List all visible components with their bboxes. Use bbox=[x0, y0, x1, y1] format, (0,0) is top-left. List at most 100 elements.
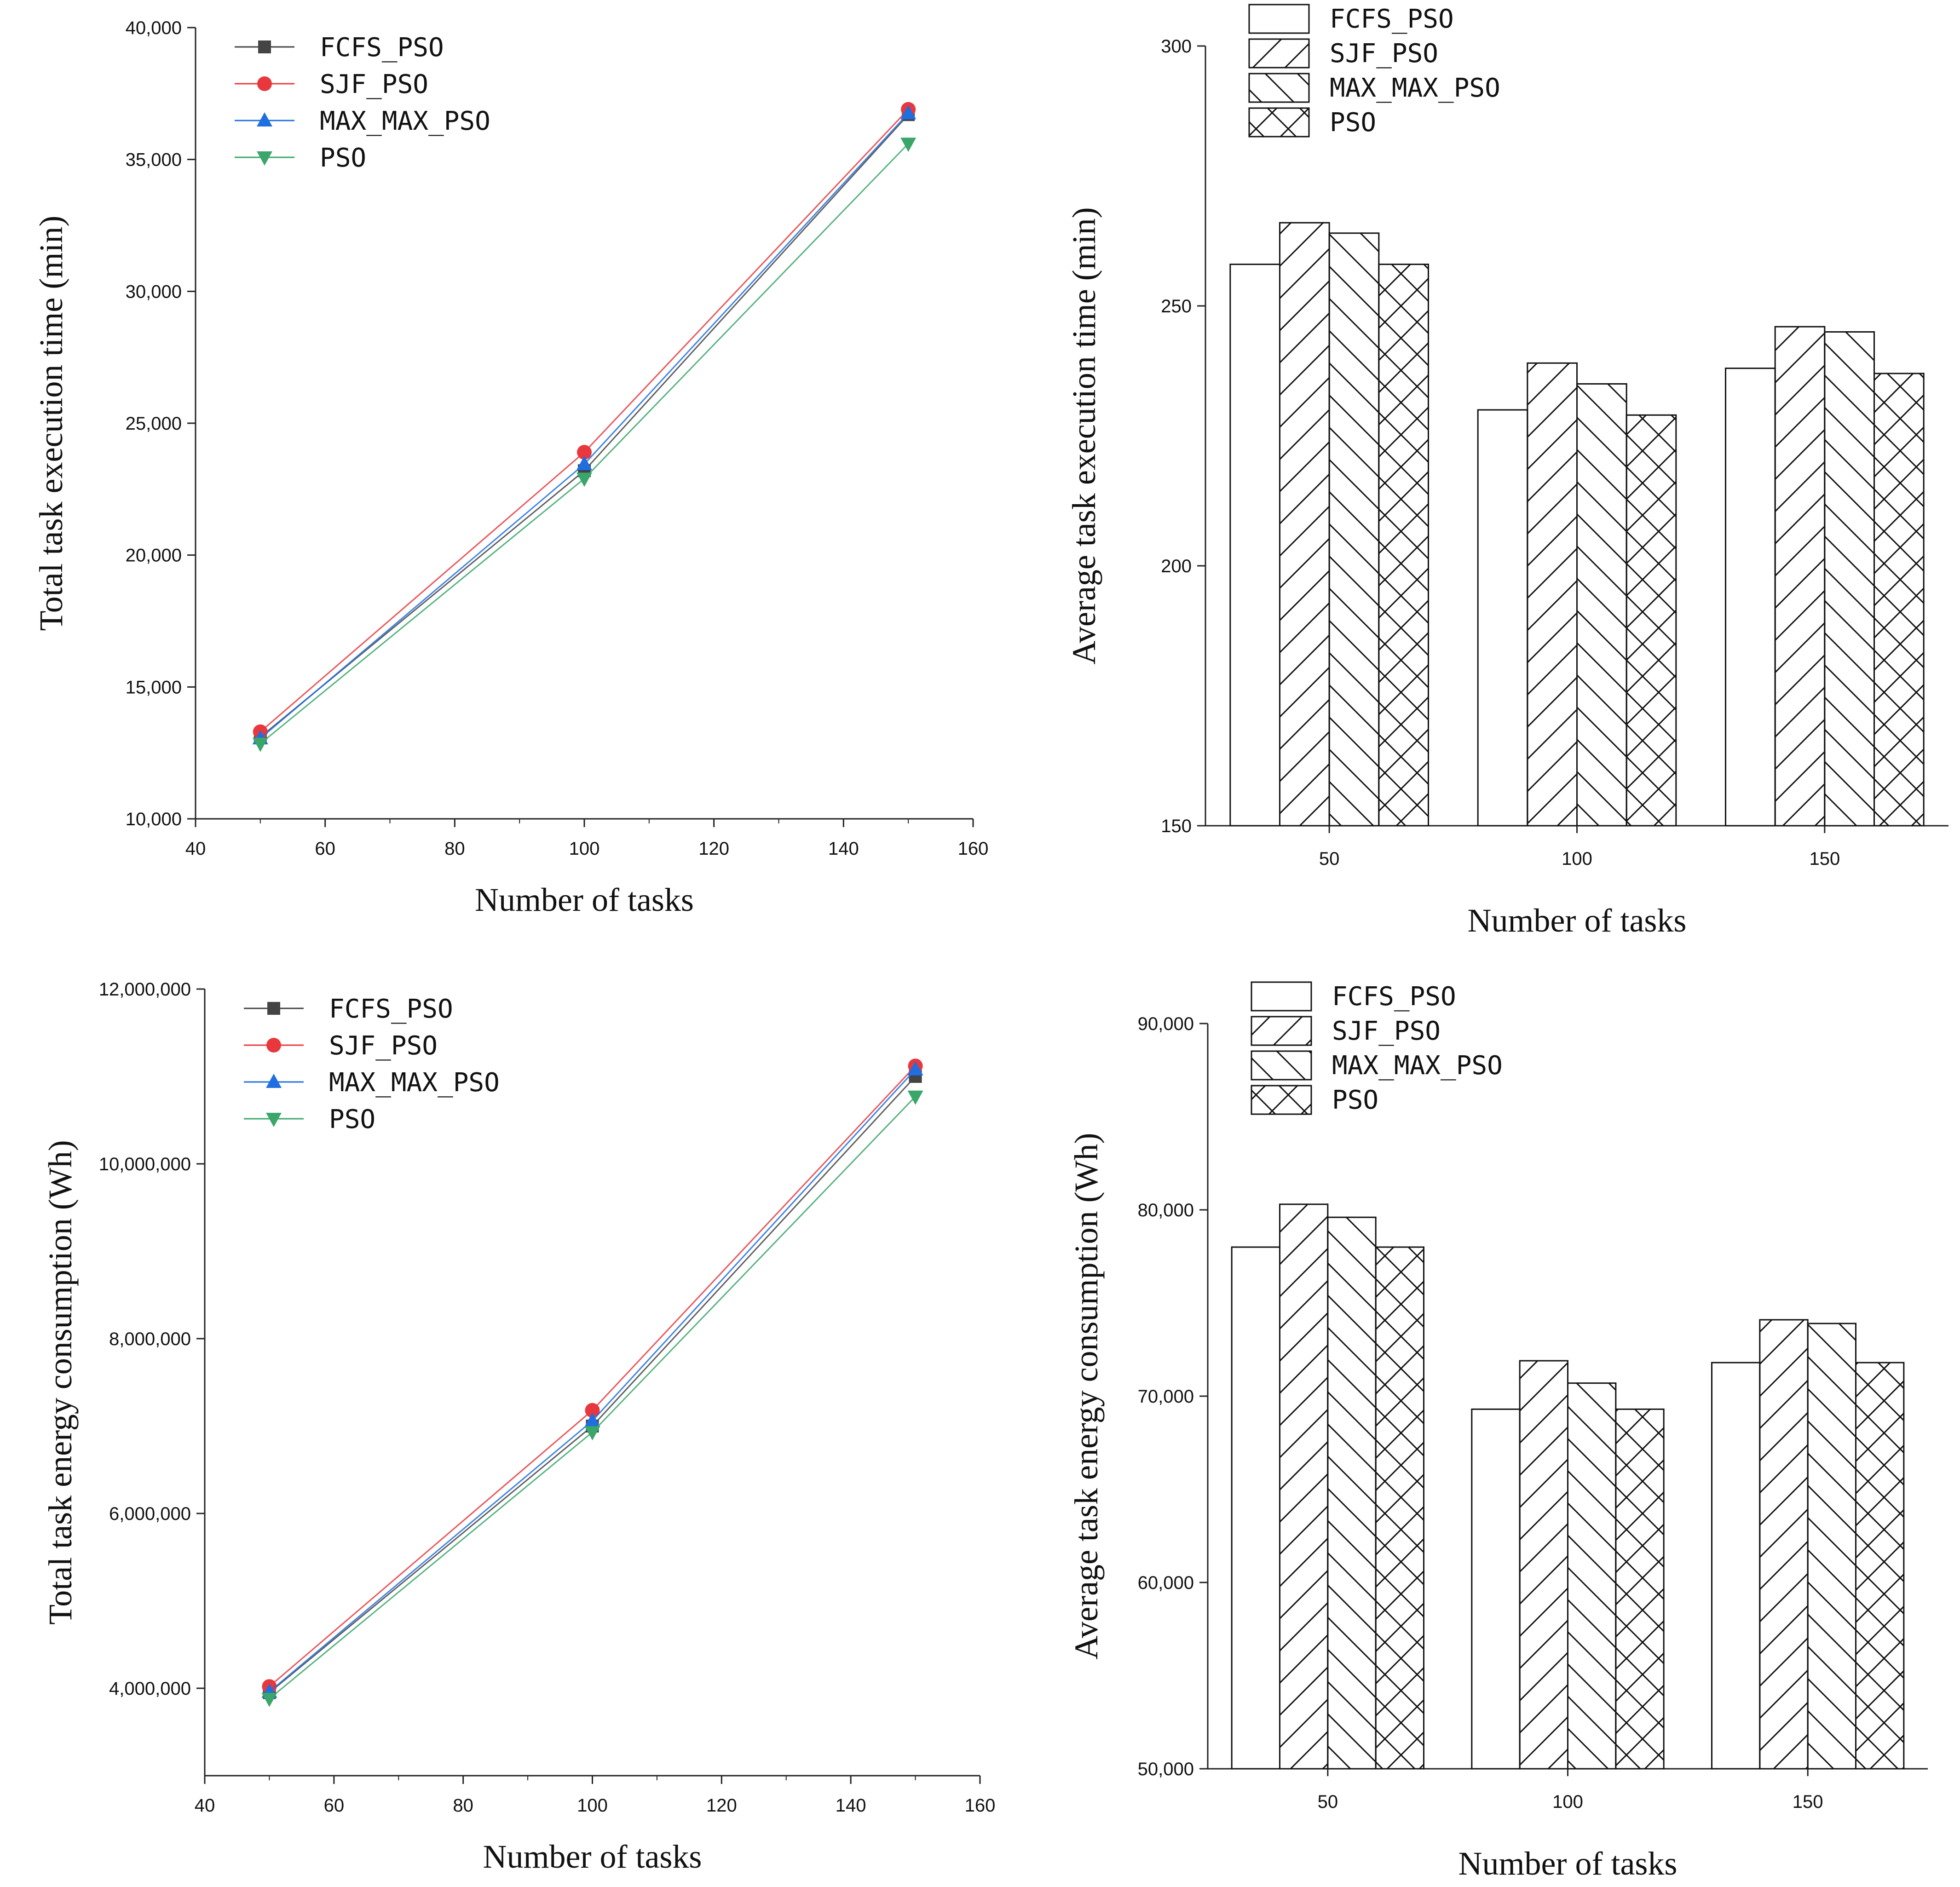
y-axis-title: Total task energy consumption (Wh) bbox=[42, 1140, 79, 1624]
x-tick-label: 80 bbox=[444, 839, 465, 859]
series-line bbox=[269, 1096, 916, 1699]
bar bbox=[1626, 414, 1677, 827]
bar-chart-average-energy-consumption: 50,000 60,000 70,000 80,000 90,000 50 100 150 Nu… bbox=[1068, 981, 1928, 1882]
series-line bbox=[269, 1065, 916, 1687]
legend-label: PSO bbox=[1332, 1085, 1378, 1115]
data-point bbox=[585, 1403, 600, 1418]
bar bbox=[1807, 1323, 1857, 1770]
y-tick-label: 40,000 bbox=[126, 18, 182, 38]
x-tick-label: 140 bbox=[836, 1795, 866, 1816]
line-chart-total-energy-consumption: 40 60 80 100 120 140 160 4,000,000 6,000,000 8,00… bbox=[42, 979, 995, 1875]
bar-chart-average-execution-time: 150 200 250 300 50 100 150 Number of tasks Avera… bbox=[1066, 4, 1948, 939]
legend-marker bbox=[267, 1002, 280, 1015]
y-tick-label: 20,000 bbox=[126, 546, 182, 566]
series-line bbox=[259, 114, 909, 738]
legend-marker bbox=[266, 1074, 282, 1088]
legend-label: MAX_MAX_PSO bbox=[320, 106, 490, 136]
y-tick-label: 25,000 bbox=[126, 414, 182, 434]
y-tick-label: 90,000 bbox=[1138, 1014, 1194, 1034]
x-axis-title: Number of tasks bbox=[475, 881, 694, 918]
bar bbox=[1759, 1319, 1809, 1770]
bar bbox=[1328, 232, 1380, 827]
legend-marker bbox=[257, 76, 272, 91]
y-tick-label: 6,000,000 bbox=[109, 1504, 191, 1524]
bar bbox=[1774, 326, 1826, 827]
data-point bbox=[576, 455, 592, 470]
legend-swatch bbox=[1251, 1085, 1312, 1115]
legend-label: FCFS_PSO bbox=[329, 994, 453, 1024]
data-point bbox=[584, 1426, 600, 1441]
x-tick-label: 40 bbox=[195, 1795, 215, 1816]
legend-label: FCFS_PSO bbox=[1332, 982, 1456, 1012]
legend-label: PSO bbox=[320, 143, 366, 173]
bar bbox=[1855, 1362, 1905, 1770]
series-line bbox=[259, 113, 909, 739]
legend-label: MAX_MAX_PSO bbox=[1330, 73, 1500, 103]
data-point bbox=[261, 1692, 277, 1707]
x-axis-title: Number of tasks bbox=[1458, 1845, 1678, 1882]
bar bbox=[1874, 373, 1925, 827]
legend-label: FCFS_PSO bbox=[320, 33, 444, 63]
legend-label: MAX_MAX_PSO bbox=[1332, 1051, 1503, 1081]
bar bbox=[1824, 331, 1875, 827]
y-tick-label: 15,000 bbox=[126, 677, 182, 697]
x-tick-label: 100 bbox=[569, 839, 600, 859]
legend-swatch bbox=[1248, 38, 1310, 69]
legend-label: SJF_PSO bbox=[1332, 1016, 1441, 1046]
bar bbox=[1725, 368, 1776, 827]
legend-swatch bbox=[1251, 1050, 1312, 1081]
bar bbox=[1229, 264, 1280, 827]
series-line bbox=[259, 143, 909, 744]
x-axis-title: Number of tasks bbox=[483, 1838, 702, 1875]
y-tick-label: 50,000 bbox=[1138, 1759, 1194, 1779]
bar bbox=[1615, 1408, 1665, 1770]
data-point bbox=[900, 105, 917, 120]
x-tick-label: 100 bbox=[1562, 849, 1592, 869]
legend-label: PSO bbox=[1330, 108, 1376, 138]
y-tick-label: 70,000 bbox=[1138, 1386, 1194, 1407]
y-axis-title: Total task execution time (min) bbox=[33, 216, 69, 631]
y-tick-label: 300 bbox=[1161, 36, 1192, 57]
data-point bbox=[577, 445, 592, 460]
x-tick-label: 60 bbox=[324, 1795, 345, 1816]
bar bbox=[1519, 1360, 1569, 1770]
bar bbox=[1527, 362, 1578, 827]
data-point bbox=[900, 138, 917, 152]
bar bbox=[1327, 1216, 1377, 1770]
x-tick-label: 150 bbox=[1793, 1792, 1823, 1812]
y-tick-label: 250 bbox=[1161, 296, 1192, 316]
y-tick-label: 200 bbox=[1161, 556, 1192, 576]
x-tick-label: 120 bbox=[698, 839, 729, 859]
x-tick-label: 150 bbox=[1809, 849, 1840, 869]
x-tick-label: 40 bbox=[185, 839, 206, 859]
bar bbox=[1279, 1203, 1329, 1770]
x-tick-label: 80 bbox=[453, 1795, 473, 1816]
data-point bbox=[252, 737, 268, 752]
legend-swatch bbox=[1248, 4, 1310, 34]
y-tick-label: 60,000 bbox=[1138, 1573, 1194, 1593]
bar bbox=[1477, 409, 1528, 827]
y-tick-label: 150 bbox=[1161, 816, 1192, 836]
line-chart-total-execution-time: 40 60 80 100 120 140 160 10,000 15,000 20,000 25,0… bbox=[33, 18, 988, 918]
legend-marker bbox=[257, 151, 272, 166]
bar bbox=[1378, 264, 1429, 827]
y-tick-label: 30,000 bbox=[126, 282, 182, 302]
x-tick-label: 100 bbox=[1552, 1792, 1583, 1812]
legend-label: SJF_PSO bbox=[1330, 39, 1438, 69]
legend-label: MAX_MAX_PSO bbox=[329, 1068, 500, 1098]
x-tick-label: 160 bbox=[958, 839, 989, 859]
y-axis-title: Average task energy consumption (Wh) bbox=[1068, 1133, 1105, 1660]
series-line bbox=[259, 109, 909, 732]
x-tick-label: 160 bbox=[965, 1795, 996, 1816]
bar bbox=[1279, 222, 1330, 827]
legend-marker bbox=[257, 112, 272, 127]
bar bbox=[1711, 1362, 1761, 1770]
y-tick-label: 10,000,000 bbox=[99, 1154, 191, 1174]
data-point bbox=[576, 472, 592, 487]
bar bbox=[1576, 383, 1627, 827]
legend-swatch bbox=[1248, 107, 1310, 138]
data-point bbox=[907, 1090, 923, 1105]
x-tick-label: 100 bbox=[577, 1795, 608, 1816]
y-tick-label: 12,000,000 bbox=[99, 979, 191, 1000]
